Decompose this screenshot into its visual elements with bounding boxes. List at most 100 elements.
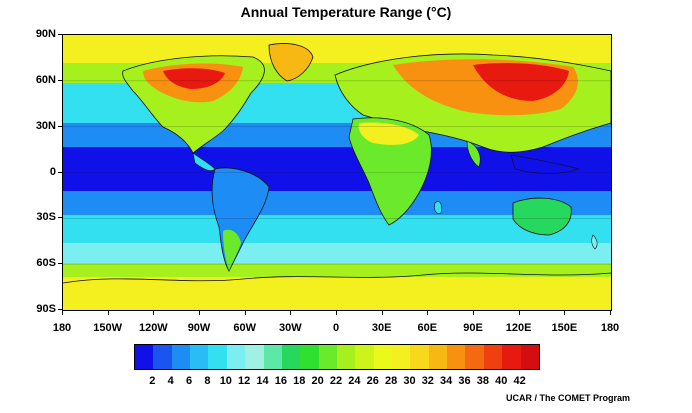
latitude-tick (58, 217, 62, 219)
map-canvas (63, 35, 611, 310)
colorbar-label: 26 (366, 375, 379, 387)
colorbar-swatch (245, 345, 264, 369)
temperature-range-map (62, 34, 612, 311)
longitude-tick (244, 311, 246, 315)
colorbar-label: 12 (238, 375, 251, 387)
colorbar-swatch (135, 345, 154, 369)
south-america-south (223, 229, 241, 271)
colorbar-swatch (465, 345, 484, 369)
colorbar-swatch (171, 345, 191, 369)
latitude-tick (58, 263, 62, 265)
colorbar-label: 18 (293, 375, 306, 387)
longitude-label: 120E (505, 322, 532, 334)
longitude-label: 90W (187, 322, 211, 334)
australia-land (512, 197, 572, 236)
colorbar-swatch (373, 345, 393, 369)
colorbar-label: 42 (513, 375, 526, 387)
longitude-tick (153, 311, 155, 315)
sahara-core (358, 122, 419, 145)
colorbar-label: 4 (167, 375, 174, 387)
colorbar-swatch (520, 345, 539, 369)
latitude-tick (58, 125, 62, 127)
longitude-label: 90E (463, 322, 483, 334)
latitude-tick (58, 79, 62, 81)
colorbar-label: 2 (149, 375, 156, 387)
madagascar (434, 201, 442, 214)
colorbar-label: 34 (440, 375, 453, 387)
colorbar-label: 28 (384, 375, 398, 387)
longitude-tick (473, 311, 474, 315)
india-peninsula (466, 140, 481, 168)
colorbar (134, 344, 540, 370)
colorbar-swatch (300, 345, 319, 369)
longitude-label: 60E (417, 322, 438, 334)
latitude-label: 60S (36, 257, 56, 270)
colorbar-swatch (428, 345, 448, 369)
longitude-label: 120W (138, 322, 168, 334)
colorbar-label: 8 (204, 375, 211, 387)
longitude-label: 0 (332, 322, 340, 334)
band-southern-ocean (63, 263, 611, 277)
siberia-core (473, 63, 569, 101)
longitude-label: 150W (93, 322, 123, 334)
latitude-label: 60N (35, 73, 56, 86)
greenland-land (268, 43, 314, 82)
colorbar-swatch (208, 345, 227, 369)
longitude-tick (62, 311, 63, 315)
colorbar-swatch (263, 345, 282, 369)
band-south-subpolar (63, 243, 611, 263)
colorbar-swatch (483, 345, 503, 369)
colorbar-swatch (153, 345, 172, 369)
southeast-asia-islands (510, 154, 581, 174)
map-title: Annual Temperature Range (°C) (240, 4, 452, 20)
longitude-tick (107, 311, 109, 315)
graticule (63, 80, 611, 265)
new-zealand (591, 234, 598, 250)
longitude-label: 30W (279, 322, 302, 334)
colorbar-label: 22 (329, 375, 343, 387)
colorbar-label: 20 (311, 375, 324, 387)
longitude-label: 30E (371, 322, 392, 334)
colorbar-swatch (318, 345, 337, 369)
colorbar-label: 16 (274, 375, 288, 387)
latitude-tick (58, 34, 62, 35)
north-america-core (163, 68, 225, 89)
colorbar-label: 36 (458, 375, 471, 387)
colorbar-label: 14 (256, 375, 269, 387)
latitude-label: 90N (35, 28, 56, 40)
latitude-tick (58, 309, 62, 310)
colorbar-swatch (336, 345, 356, 369)
longitude-tick (564, 311, 566, 315)
colorbar-swatch (281, 345, 301, 369)
longitude-tick (381, 311, 383, 315)
longitude-tick (336, 311, 337, 315)
longitude-label: 150E (551, 322, 578, 334)
latitude-label: 0 (49, 165, 56, 178)
africa-land (348, 117, 432, 226)
latitude-label: 90S (36, 303, 56, 315)
colorbar-label: 6 (186, 375, 193, 387)
colorbar-swatch (190, 345, 209, 369)
antarctic-coast (63, 272, 611, 284)
colorbar-swatch (410, 345, 429, 369)
colorbar-swatch (355, 345, 374, 369)
latitude-label: 30S (36, 211, 56, 224)
colorbar-label: 24 (348, 375, 361, 387)
longitude-tick (290, 311, 292, 315)
colorbar-label: 32 (421, 375, 434, 387)
colorbar-swatch (502, 345, 521, 369)
colorbar-swatch (392, 345, 411, 369)
band-antarctica (63, 277, 611, 310)
longitude-label: 180 (600, 322, 620, 334)
longitude-tick (610, 311, 611, 315)
colorbar-label: 10 (219, 375, 232, 387)
longitude-label: 180 (52, 322, 72, 334)
longitude-tick (427, 311, 429, 315)
colorbar-label: 40 (495, 375, 508, 387)
latitude-tick (58, 171, 62, 173)
colorbar-swatch (447, 345, 466, 369)
credit-text: UCAR / The COMET Program (505, 393, 630, 403)
longitude-tick (199, 311, 200, 315)
latitude-label: 30N (35, 119, 56, 132)
colorbar-label: 30 (403, 375, 416, 387)
